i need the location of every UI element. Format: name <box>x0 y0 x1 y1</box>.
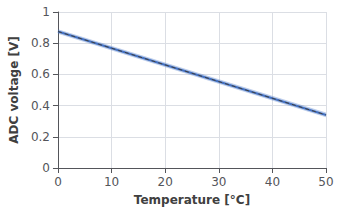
svg-text:0: 0 <box>42 161 50 175</box>
svg-text:40: 40 <box>265 175 280 189</box>
svg-text:0.2: 0.2 <box>31 130 50 144</box>
svg-text:0: 0 <box>54 175 62 189</box>
svg-text:30: 30 <box>211 175 226 189</box>
svg-text:ADC voltage [V]: ADC voltage [V] <box>7 36 21 143</box>
svg-text:50: 50 <box>318 175 333 189</box>
svg-text:20: 20 <box>158 175 173 189</box>
svg-text:0.8: 0.8 <box>31 36 50 50</box>
svg-text:1: 1 <box>42 5 50 19</box>
svg-text:0.4: 0.4 <box>31 99 50 113</box>
svg-text:Temperature [°C]: Temperature [°C] <box>134 193 250 207</box>
svg-text:0.6: 0.6 <box>31 67 50 81</box>
svg-text:10: 10 <box>104 175 119 189</box>
